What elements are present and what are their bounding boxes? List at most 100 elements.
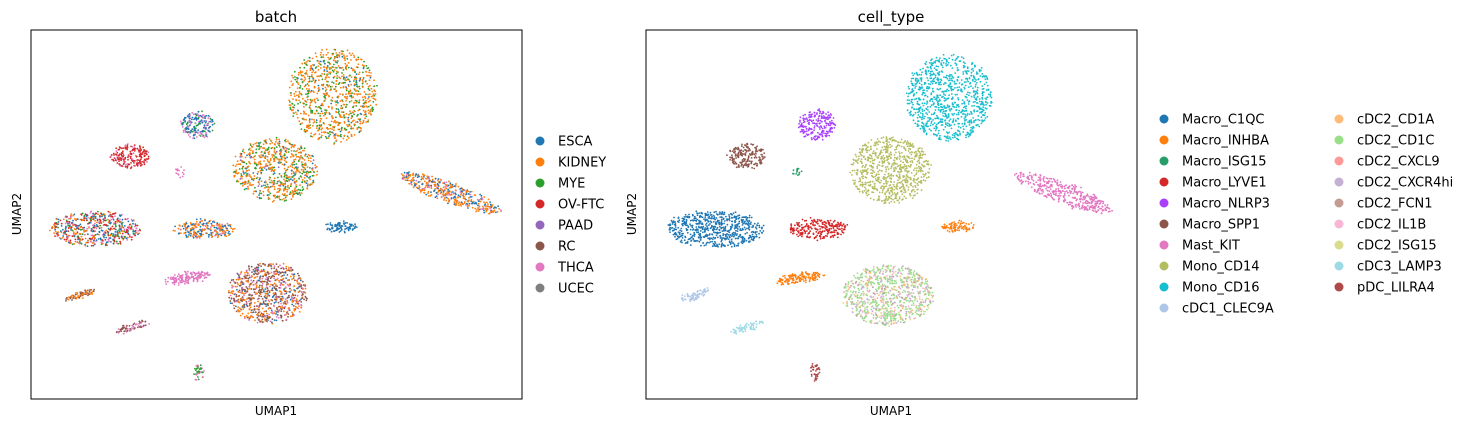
batch-point [78,297,81,299]
batch-point [454,198,457,200]
batch-point [436,182,439,185]
batch-legend-marker [535,136,545,146]
batch-point [116,230,119,233]
batch-point [284,290,287,293]
batch-point [444,183,447,186]
batch-point [239,182,242,185]
batch-point [307,114,310,117]
batch-point [177,282,180,284]
batch-point [286,188,289,191]
batch-point [276,180,279,183]
batch-point [273,169,275,172]
batch-point [105,229,108,232]
batch-point [122,327,124,330]
batch-point [284,171,287,174]
batch-point [445,187,448,190]
batch-point [290,153,293,155]
batch-point [458,201,461,204]
batch-point [215,224,218,226]
batch-point [423,189,426,192]
batch-point [268,176,271,179]
batch-point [132,233,135,235]
batch-point [308,121,311,124]
batch-legend-label: PAAD [558,219,593,234]
batch-point [221,223,223,226]
batch-point [253,302,256,304]
batch-point [340,67,343,69]
batch-point [233,307,236,310]
batch-point [264,272,267,275]
batch-point [92,290,95,293]
batch-point [147,157,150,160]
batch-point [347,118,350,121]
batch-point [120,165,123,167]
batch-point [295,155,298,158]
batch-point [271,310,274,313]
batch-point [80,213,83,216]
batch-point [233,280,235,283]
batch-point [126,144,129,147]
batch-point [482,207,485,210]
batch-point [484,202,487,205]
batch-point [94,222,96,225]
batch-point [105,236,108,239]
batch-point [120,152,123,154]
batch-point [130,162,132,164]
batch-point [459,203,462,206]
batch-point [56,232,59,235]
batch-point [297,109,300,112]
batch-point [292,194,294,197]
batch-point [298,311,301,313]
cell-type-point [930,67,932,70]
cell-type-point [969,110,972,113]
batch-point [369,76,372,79]
batch-point [337,54,340,56]
batch-point [128,325,131,327]
batch-point [260,295,263,298]
batch-point [114,228,117,231]
batch-point [204,218,207,221]
batch-point [306,180,309,182]
batch-point [358,126,360,129]
batch-point [479,200,482,203]
batch-point [264,278,267,281]
batch-point [437,193,439,196]
cell-type-point [946,124,949,127]
cell-type-point [929,74,932,77]
batch-point [196,280,199,283]
batch-point [258,148,260,151]
batch-point [127,156,129,159]
batch-point [87,222,89,225]
batch-point [93,242,95,244]
batch-point [186,127,189,130]
batch-point [289,106,292,109]
batch-point [233,227,236,230]
batch-point [248,287,251,290]
batch-point [312,90,315,93]
batch-point [273,158,275,161]
batch-point [243,151,246,154]
batch-point [201,110,203,113]
cell-type-point [974,80,976,83]
batch-point [295,163,298,165]
batch-point [107,233,109,236]
cell-type-point [955,106,958,108]
batch-point [273,149,276,151]
batch-point [123,228,126,231]
batch-point [254,267,256,270]
batch-point [171,277,174,279]
batch-point [338,223,340,226]
batch-point [100,212,102,215]
cell-type-points [667,53,1113,382]
batch-point [203,124,206,127]
batch-point [313,120,316,123]
batch-point [252,288,255,291]
batch-point [295,298,298,301]
batch-point [365,121,368,123]
batch-point [120,235,123,238]
batch-point [376,84,378,87]
batch-point [241,160,244,163]
batch-point [331,116,333,118]
batch-point [307,183,309,186]
